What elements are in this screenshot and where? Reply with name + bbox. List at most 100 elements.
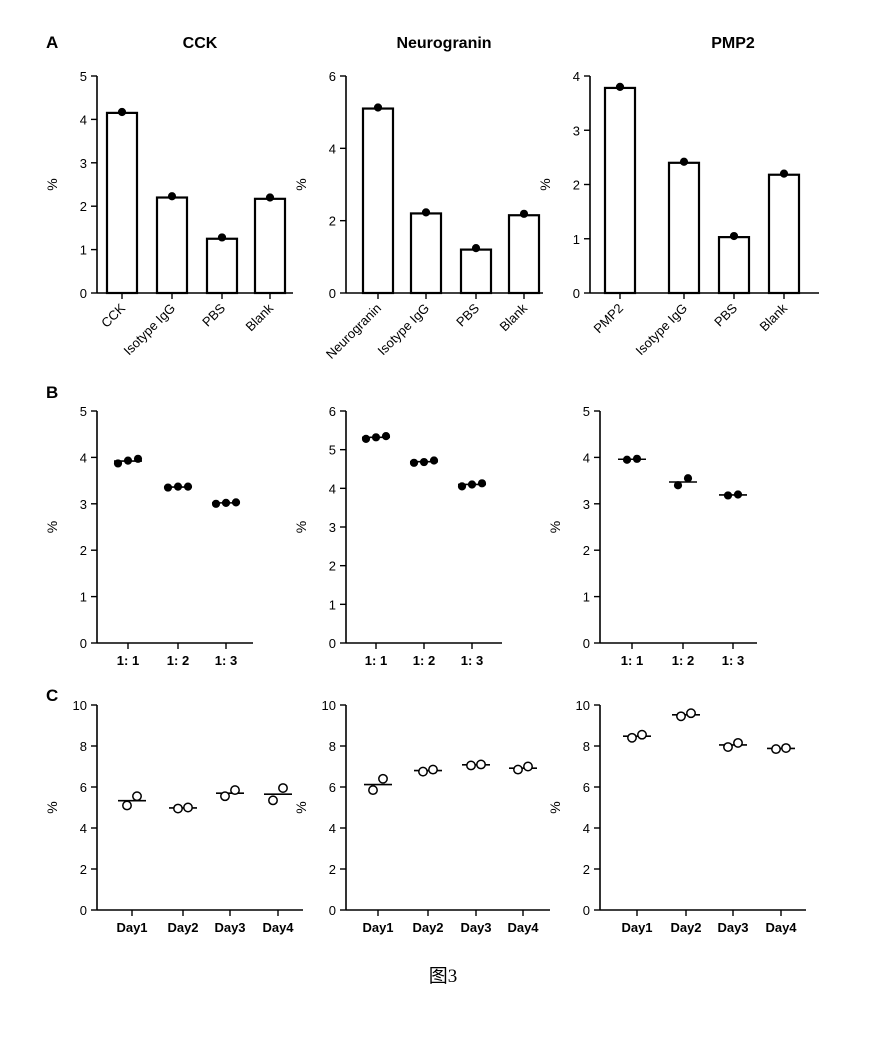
point-a1-0-0 (118, 108, 125, 115)
x-tick-label-b3-0: 1: 1 (621, 653, 643, 668)
point-c3-0-1 (638, 731, 646, 739)
y-tick-label-a1-1: 1 (80, 243, 87, 258)
y-tick-label-c2-5: 10 (322, 698, 336, 713)
x-tick-label-b3-1: 1: 2 (672, 653, 694, 668)
point-b3-0-1 (633, 455, 640, 462)
x-tick-label-b2-0: 1: 1 (365, 653, 387, 668)
y-tick-label-b3-1: 1 (583, 590, 590, 605)
x-tick-label-b1-1: 1: 2 (167, 653, 189, 668)
x-tick-label-a2-0: Neurogranin (323, 301, 384, 362)
y-tick-label-b2-0: 0 (329, 636, 336, 651)
x-tick-label-c2-0: Day1 (362, 920, 393, 935)
x-tick-label-a2-2: PBS (453, 300, 482, 329)
chart-b3: 012345%1: 11: 21: 3 (547, 404, 757, 668)
point-c2-1-1 (429, 765, 437, 773)
point-b2-0-0 (362, 435, 369, 442)
chart-c2: 0246810%Day1Day2Day3Day4 (293, 698, 550, 935)
y-tick-label-c1-4: 8 (80, 739, 87, 754)
y-tick-label-a1-4: 4 (80, 112, 87, 127)
point-c3-2-0 (724, 743, 732, 751)
x-tick-label-c1-3: Day4 (262, 920, 294, 935)
chart-a2: Neurogranin0246%NeurograninIsotype IgGPB… (293, 35, 543, 362)
y-tick-label-b2-5: 5 (329, 443, 336, 458)
point-b2-2-2 (478, 480, 485, 487)
point-b1-1-1 (174, 483, 181, 490)
point-b3-2-0 (724, 492, 731, 499)
point-c2-2-1 (477, 760, 485, 768)
point-c2-1-0 (419, 767, 427, 775)
y-tick-label-c2-2: 4 (329, 821, 336, 836)
x-tick-label-c1-0: Day1 (116, 920, 147, 935)
point-b1-2-0 (212, 500, 219, 507)
y-tick-label-c1-5: 10 (73, 698, 87, 713)
y-tick-label-a3-1: 1 (573, 232, 580, 247)
x-tick-label-c1-2: Day3 (214, 920, 245, 935)
point-c1-0-1 (133, 792, 141, 800)
x-tick-label-c3-3: Day4 (765, 920, 797, 935)
x-tick-label-a3-0: PMP2 (590, 301, 626, 337)
y-tick-label-c2-4: 8 (329, 739, 336, 754)
point-c1-3-1 (279, 784, 287, 792)
panel-letter-a: A (46, 33, 58, 52)
point-c1-3-0 (269, 796, 277, 804)
x-tick-label-a2-1: Isotype IgG (375, 301, 433, 359)
point-a1-1-0 (168, 193, 175, 200)
chart-title-a2: Neurogranin (396, 35, 491, 52)
y-tick-label-b1-2: 2 (80, 543, 87, 558)
y-tick-label-b2-1: 1 (329, 597, 336, 612)
y-tick-label-c1-3: 6 (80, 780, 87, 795)
charts-layer: CCK012345%CCKIsotype IgGPBSBlankNeurogra… (44, 35, 819, 935)
point-c3-3-1 (782, 744, 790, 752)
bar-a3-2 (719, 237, 749, 293)
y-tick-label-b1-1: 1 (80, 590, 87, 605)
point-a1-2-0 (218, 234, 225, 241)
x-tick-label-c1-1: Day2 (167, 920, 198, 935)
point-a2-3-0 (520, 210, 527, 217)
chart-title-a3: PMP2 (711, 35, 755, 52)
y-tick-label-a1-0: 0 (80, 286, 87, 301)
bar-a3-1 (669, 163, 699, 293)
point-c1-2-1 (231, 786, 239, 794)
point-b2-2-1 (468, 481, 475, 488)
point-c2-0-0 (369, 786, 377, 794)
point-b1-1-0 (164, 484, 171, 491)
point-b3-1-0 (674, 482, 681, 489)
chart-a3: PMP201234%PMP2Isotype IgGPBSBlank (537, 35, 819, 358)
bar-a2-0 (363, 109, 393, 293)
y-tick-label-b2-3: 3 (329, 520, 336, 535)
y-tick-label-a3-0: 0 (573, 286, 580, 301)
y-axis-label-a1: % (44, 178, 60, 190)
x-tick-label-b3-2: 1: 3 (722, 653, 744, 668)
y-tick-label-b3-5: 5 (583, 404, 590, 419)
point-c3-0-0 (628, 734, 636, 742)
point-c2-3-1 (524, 762, 532, 770)
x-tick-label-c2-2: Day3 (460, 920, 491, 935)
point-b1-0-2 (134, 455, 141, 462)
bar-a1-3 (255, 199, 285, 293)
x-tick-label-c2-3: Day4 (507, 920, 539, 935)
y-tick-label-a3-3: 3 (573, 123, 580, 138)
point-a3-2-0 (730, 232, 737, 239)
point-b2-2-0 (458, 483, 465, 490)
point-c3-1-0 (677, 712, 685, 720)
chart-c1: 0246810%Day1Day2Day3Day4 (44, 698, 303, 935)
y-tick-label-b3-3: 3 (583, 497, 590, 512)
bar-a2-3 (509, 215, 539, 293)
point-b1-2-1 (222, 499, 229, 506)
point-c1-1-0 (174, 804, 182, 812)
y-tick-label-c3-4: 8 (583, 739, 590, 754)
y-tick-label-c3-5: 10 (576, 698, 590, 713)
chart-c3: 0246810%Day1Day2Day3Day4 (547, 698, 806, 935)
point-b1-2-2 (232, 499, 239, 506)
y-tick-label-b1-4: 4 (80, 450, 87, 465)
chart-title-a1: CCK (183, 35, 218, 52)
y-tick-label-c1-0: 0 (80, 903, 87, 918)
figure-caption: 图3 (429, 966, 458, 987)
panel-letter-b: B (46, 383, 58, 402)
point-c3-1-1 (687, 709, 695, 717)
x-tick-label-a1-0: CCK (98, 300, 128, 330)
y-tick-label-a2-2: 4 (329, 141, 336, 156)
point-c3-2-1 (734, 739, 742, 747)
x-tick-label-a3-2: PBS (711, 300, 740, 329)
y-tick-label-c2-1: 2 (329, 862, 336, 877)
